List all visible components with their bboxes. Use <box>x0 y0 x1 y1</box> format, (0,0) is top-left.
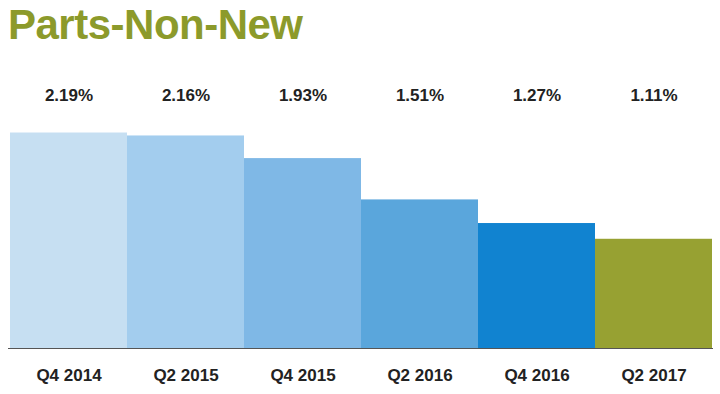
svg-text:Q2 2016: Q2 2016 <box>387 366 452 385</box>
svg-text:1.51%: 1.51% <box>396 86 444 105</box>
svg-text:2.19%: 2.19% <box>45 86 93 105</box>
svg-text:2.16%: 2.16% <box>162 86 210 105</box>
svg-text:Q4 2014: Q4 2014 <box>36 366 102 385</box>
svg-text:1.11%: 1.11% <box>630 86 677 105</box>
svg-text:1.93%: 1.93% <box>279 86 327 105</box>
svg-text:Q4 2016: Q4 2016 <box>504 366 569 385</box>
svg-text:1.27%: 1.27% <box>513 86 561 105</box>
svg-text:Q4 2015: Q4 2015 <box>270 366 335 385</box>
svg-text:Q2 2015: Q2 2015 <box>153 366 218 385</box>
html-text:Parts-Non-New: Parts-Non-New <box>8 1 303 48</box>
svg-text:Q2 2017: Q2 2017 <box>621 366 686 385</box>
